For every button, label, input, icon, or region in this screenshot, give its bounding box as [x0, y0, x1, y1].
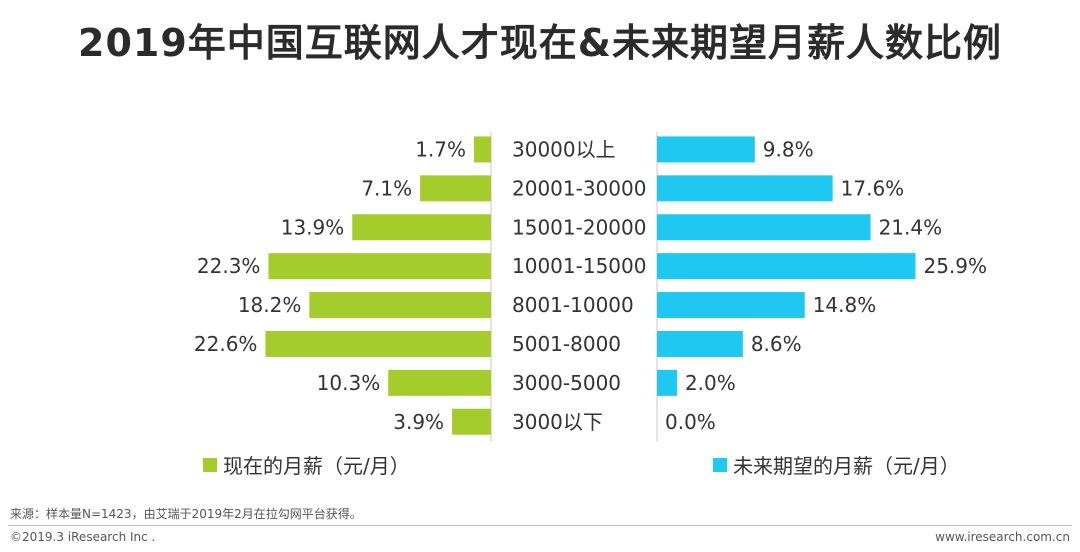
legend-label-current: 现在的月薪（元/月）	[223, 454, 410, 478]
legend-swatch-expected	[713, 457, 727, 472]
legend-expected-salary: 未来期望的月薪（元/月）	[713, 450, 960, 479]
bar-current	[474, 136, 491, 163]
bar-expected	[657, 253, 916, 280]
footer-divider	[8, 525, 1072, 526]
bar-expected	[657, 214, 871, 241]
data-label-current: 13.9%	[281, 215, 345, 239]
category-label: 15001-20000	[512, 215, 646, 239]
data-label-current: 3.9%	[393, 410, 444, 434]
category-label: 3000以下	[512, 410, 603, 434]
data-label-expected: 2.0%	[685, 371, 736, 395]
data-label-current: 7.1%	[361, 176, 412, 200]
category-label: 5001-8000	[512, 332, 621, 356]
website-link: www.iresearch.com.cn	[935, 530, 1070, 544]
bar-current	[388, 369, 491, 396]
bar-expected	[657, 136, 755, 163]
data-label-current: 22.3%	[197, 254, 261, 278]
data-label-expected: 14.8%	[813, 293, 877, 317]
category-label: 3000-5000	[512, 371, 621, 395]
category-label: 20001-30000	[512, 176, 646, 200]
legend-swatch-current	[203, 457, 217, 472]
source-note: 来源：样本量N=1423，由艾瑞于2019年2月在拉勾网平台获得。	[10, 507, 362, 521]
data-label-current: 1.7%	[415, 137, 466, 161]
legend-label-expected: 未来期望的月薪（元/月）	[733, 454, 960, 478]
category-label: 8001-10000	[512, 293, 634, 317]
bar-current	[268, 253, 491, 280]
bar-current	[309, 292, 491, 319]
legend-current-salary: 现在的月薪（元/月）	[203, 450, 410, 479]
bar-current	[265, 330, 491, 357]
chart-title: 2019年中国互联网人才现在&未来期望月薪人数比例	[78, 21, 1002, 65]
bar-expected	[657, 330, 743, 357]
data-label-expected: 0.0%	[665, 410, 716, 434]
bar-expected	[657, 369, 677, 396]
bar-current	[420, 175, 491, 202]
data-label-current: 22.6%	[194, 332, 258, 356]
data-label-expected: 8.6%	[751, 332, 802, 356]
data-label-expected: 9.8%	[763, 137, 814, 161]
data-label-current: 10.3%	[317, 371, 381, 395]
data-label-expected: 25.9%	[923, 254, 987, 278]
category-label: 10001-15000	[512, 254, 646, 278]
category-label: 30000以上	[512, 137, 616, 161]
data-label-expected: 17.6%	[841, 176, 905, 200]
data-label-expected: 21.4%	[879, 215, 943, 239]
bar-current	[452, 408, 491, 435]
copyright: ©2019.3 iResearch Inc .	[10, 530, 156, 544]
bar-expected	[657, 292, 805, 319]
data-label-current: 18.2%	[238, 293, 302, 317]
bar-expected	[657, 175, 833, 202]
bar-current	[352, 214, 491, 241]
